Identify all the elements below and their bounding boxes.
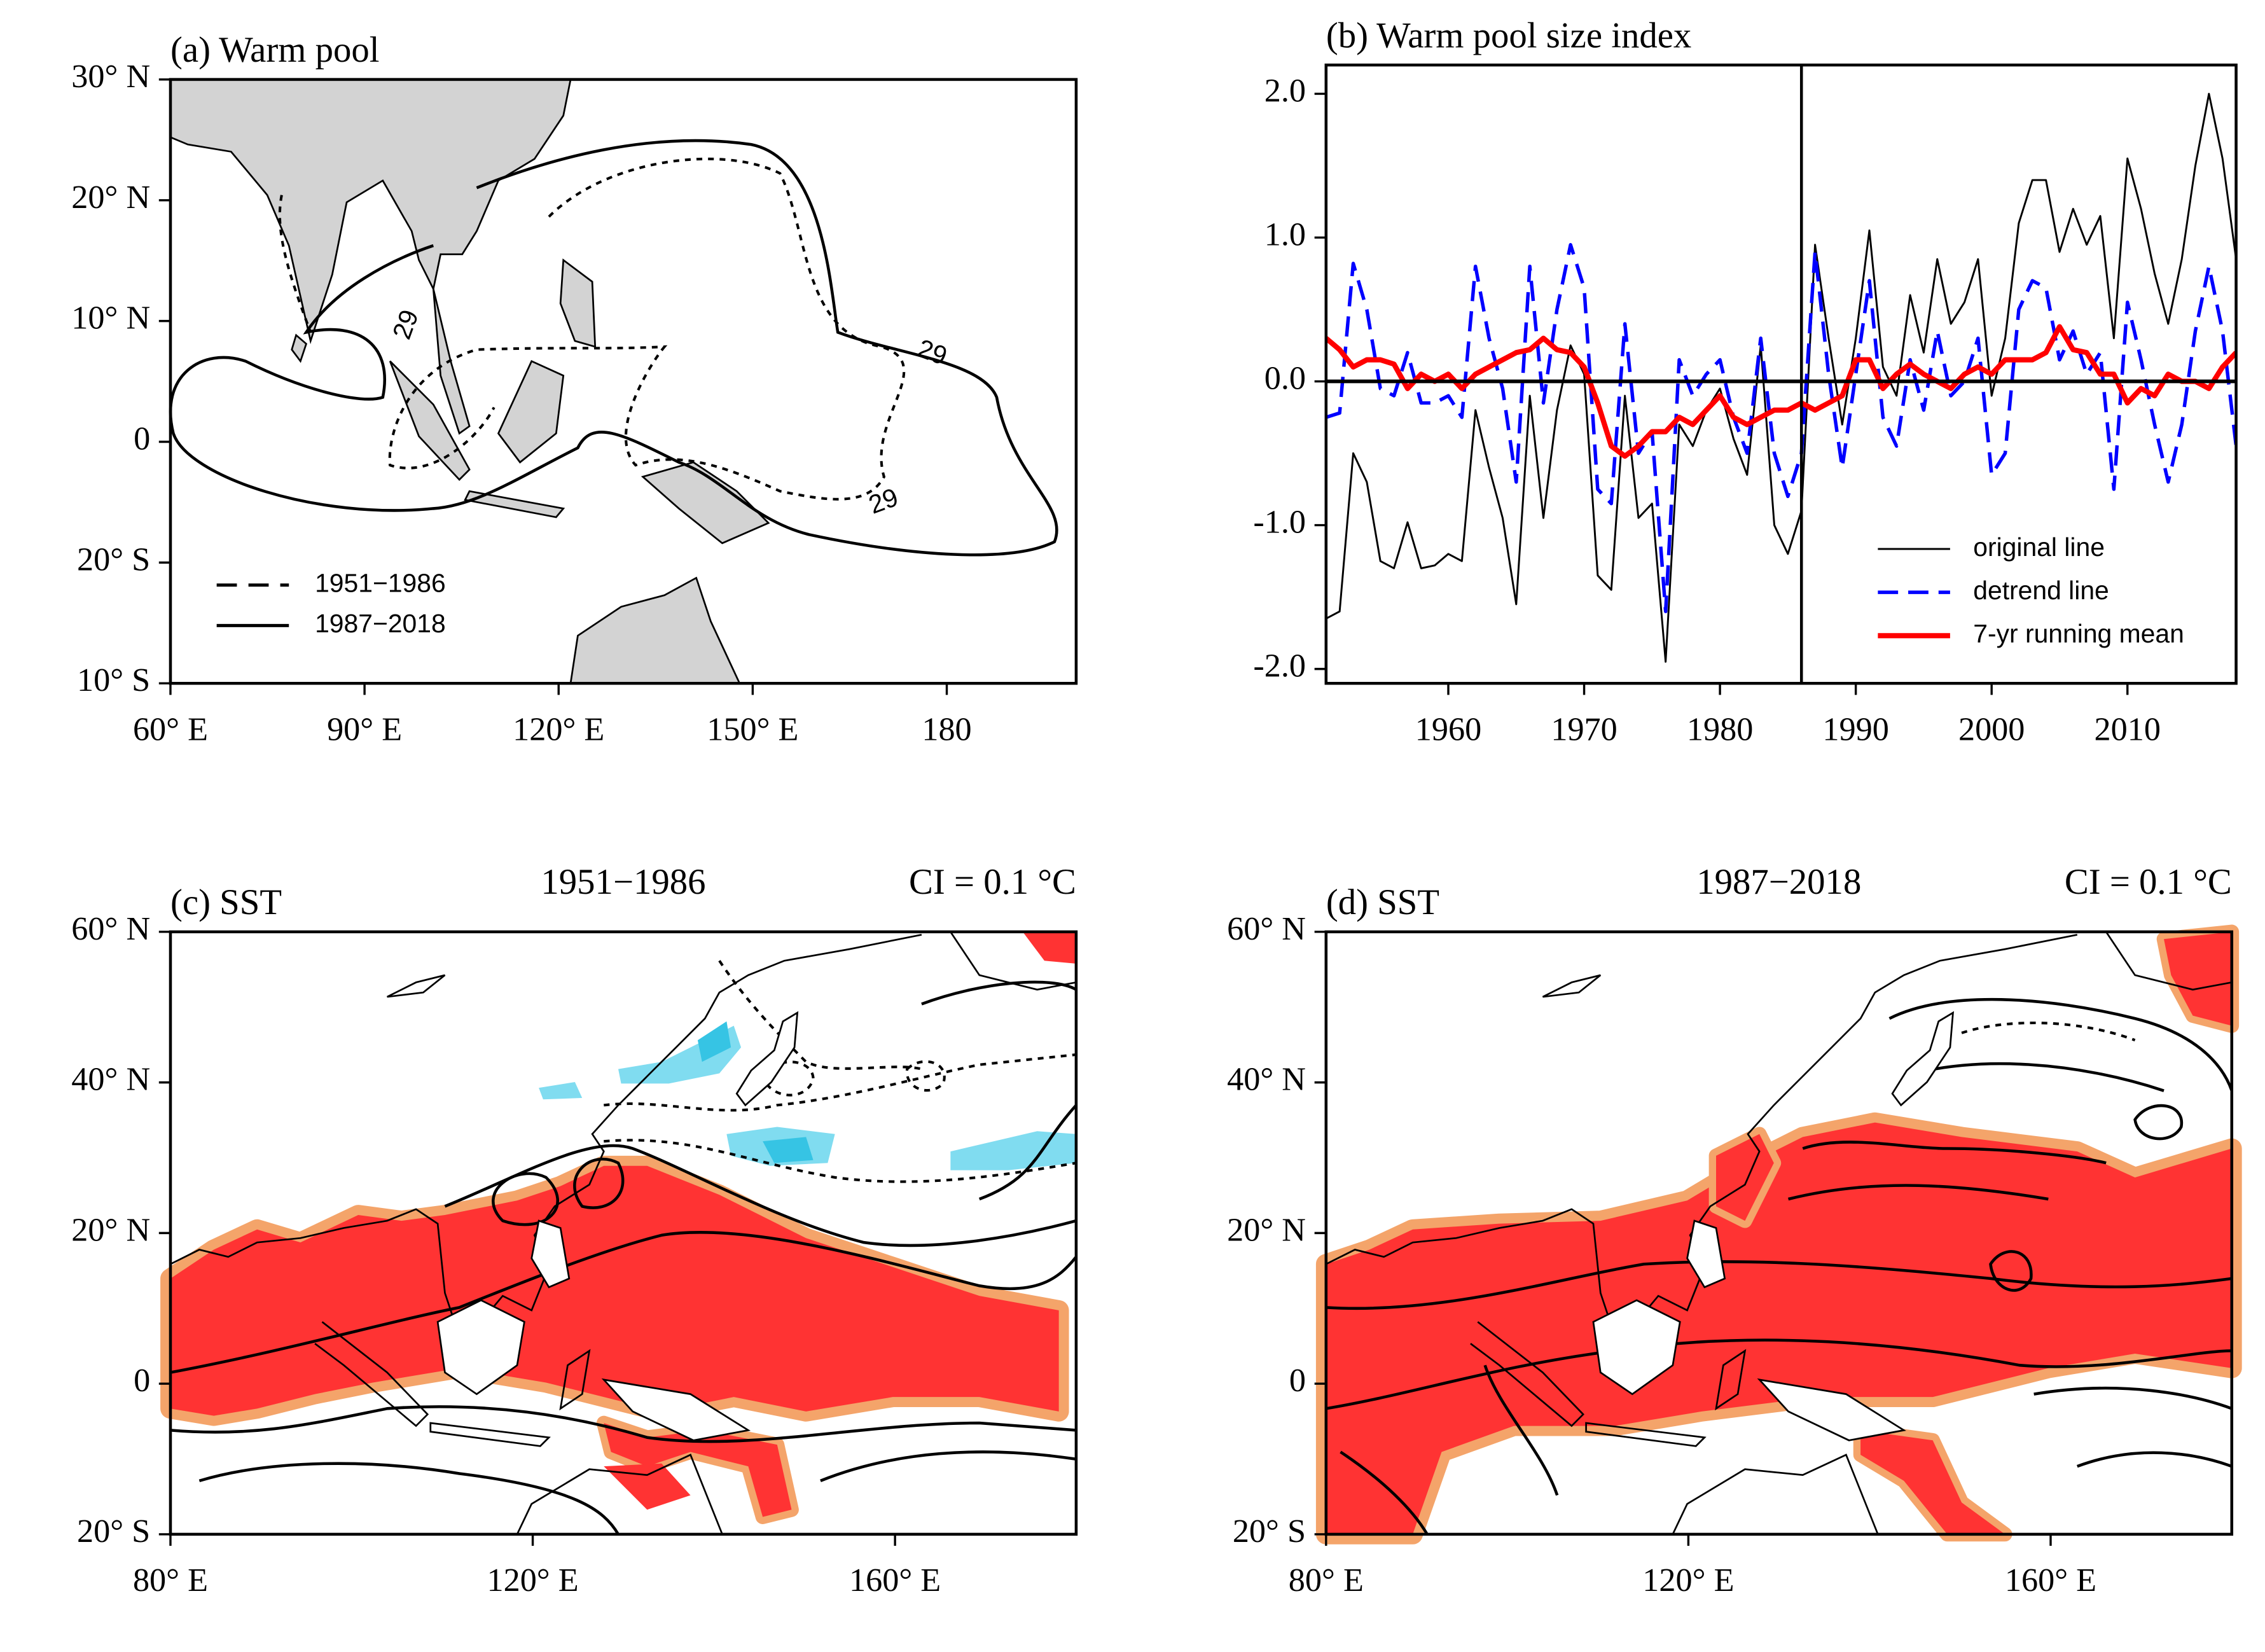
x-tick-label: 1970	[1551, 711, 1617, 747]
y-tick-label: 0	[134, 1362, 150, 1399]
y-tick-label: 20° S	[77, 1513, 150, 1550]
y-tick-label: 20° N	[71, 1211, 150, 1248]
x-tick-label: 1960	[1415, 711, 1481, 747]
y-tick-label: 20° N	[1227, 1211, 1306, 1248]
panel-title: (a) Warm pool	[170, 30, 380, 70]
plot-frame	[169, 78, 1078, 685]
panel-title: (d) SST	[1326, 882, 1439, 922]
y-tick-label: 20° S	[77, 541, 150, 578]
y-tick-label: 20° S	[1233, 1513, 1306, 1550]
panel-annotation: CI = 0.1 °C	[2065, 862, 2232, 902]
legend-label: detrend line	[1973, 576, 2109, 605]
x-tick-label: 2010	[2095, 711, 2161, 747]
y-tick-label: 0.0	[1264, 360, 1306, 397]
series-line	[1326, 243, 2236, 613]
map-a-contours	[169, 139, 1058, 557]
series-line	[1326, 92, 2236, 663]
y-tick-label: 0	[1289, 1362, 1306, 1399]
x-tick-label: 90° E	[327, 711, 402, 747]
series-group	[1326, 92, 2236, 663]
y-tick-label: 10° S	[77, 662, 150, 698]
y-tick-label: 60° N	[1227, 910, 1306, 947]
legend-label: 7-yr running mean	[1973, 619, 2184, 648]
legend-label: 1951−1986	[315, 569, 446, 598]
x-tick-label: 160° E	[849, 1562, 941, 1599]
y-tick-label: 30° N	[71, 58, 150, 95]
contour-label: 29	[914, 333, 951, 371]
x-tick-label: 80° E	[1289, 1562, 1364, 1599]
panel-subtitle: 1951−1986	[541, 862, 705, 902]
legend-label: original line	[1973, 532, 2105, 562]
y-tick-label: 2.0	[1264, 72, 1306, 109]
contour-label: 29	[865, 482, 902, 520]
x-tick-label: 60° E	[133, 711, 208, 747]
x-tick-label: 180	[922, 711, 971, 747]
y-tick-label: 40° N	[1227, 1061, 1306, 1098]
plot-frame	[1324, 63, 2238, 685]
y-tick-label: -1.0	[1253, 504, 1306, 541]
panel-subtitle: 1987−2018	[1696, 862, 1861, 902]
y-tick-label: 40° N	[71, 1061, 150, 1098]
panel-annotation: CI = 0.1 °C	[909, 862, 1076, 902]
contour-label: 29	[387, 306, 424, 343]
map-a-land	[169, 78, 770, 684]
y-tick-label: 60° N	[71, 910, 150, 947]
x-tick-label: 160° E	[2005, 1562, 2096, 1599]
y-tick-label: 0	[134, 420, 150, 457]
x-tick-label: 1990	[1822, 711, 1888, 747]
x-tick-label: 1980	[1687, 711, 1753, 747]
y-tick-label: 10° N	[71, 300, 150, 337]
x-tick-label: 120° E	[1642, 1562, 1734, 1599]
panel-title: (c) SST	[170, 882, 282, 922]
map-c-field	[160, 931, 1076, 1525]
y-tick-label: 1.0	[1264, 216, 1306, 253]
legend-label: 1987−2018	[315, 609, 446, 638]
x-tick-label: 2000	[1958, 711, 2025, 747]
x-tick-label: 150° E	[707, 711, 798, 747]
y-tick-label: -2.0	[1253, 648, 1306, 684]
panel-title: (b) Warm pool size index	[1326, 15, 1692, 55]
map-d-field	[1315, 924, 2242, 1544]
x-tick-label: 80° E	[133, 1562, 208, 1599]
x-tick-label: 120° E	[513, 711, 604, 747]
plot-frame	[169, 930, 1078, 1536]
map-d-contours	[1326, 997, 2233, 1536]
y-tick-label: 20° N	[71, 179, 150, 216]
series-line	[1326, 324, 2236, 459]
x-tick-label: 120° E	[487, 1562, 578, 1599]
